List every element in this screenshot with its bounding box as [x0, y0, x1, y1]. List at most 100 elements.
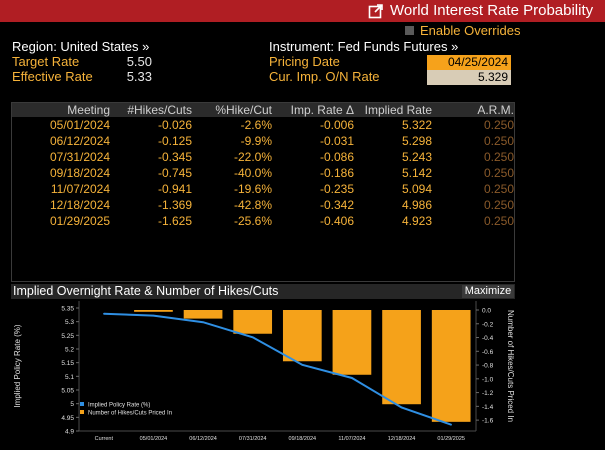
table-row[interactable]: 01/29/2025 -1.625 -25.6% -0.406 4.923 0.250: [12, 214, 514, 230]
cell-imp-rate-delta: -0.186: [319, 166, 354, 180]
cell-meeting: 09/18/2024: [50, 166, 111, 180]
bar-hikes-cuts: [134, 310, 173, 312]
table-row[interactable]: 05/01/2024 -0.026 -2.6% -0.006 5.322 0.250: [12, 118, 514, 134]
implied-rate-point: [103, 312, 105, 315]
column-header-meeting[interactable]: Meeting: [67, 103, 110, 117]
cell-meeting: 07/31/2024: [50, 150, 111, 164]
bar-hikes-cuts: [282, 310, 322, 362]
x-tick-label: 05/01/2024: [140, 436, 168, 442]
chart-legend: Implied Policy Rate (%) Number of Hikes/…: [80, 402, 172, 417]
cell-hikes-cuts: -1.369: [157, 198, 192, 212]
export-icon[interactable]: [368, 3, 384, 19]
maximize-button[interactable]: Maximize: [462, 285, 514, 298]
cell-implied-rate: 4.986: [401, 198, 432, 212]
x-tick-label: 12/18/2024: [388, 436, 416, 442]
legend-swatch-line: [80, 402, 84, 406]
y-tick-label: 5.15: [61, 360, 74, 367]
legend-entry-line: Implied Policy Rate (%): [88, 403, 150, 409]
implied-rate-line: [103, 312, 452, 426]
cell-implied-rate: 5.298: [401, 134, 432, 148]
y2-tick-label: -1.6: [482, 418, 494, 425]
cell-hikes-cuts: -0.026: [157, 118, 192, 132]
target-rate-value: 5.50: [126, 54, 152, 69]
column-header-implied-rate[interactable]: Implied Rate: [364, 103, 432, 117]
cell-imp-rate-delta: -0.086: [319, 150, 354, 164]
y-tick-label: 5.2: [65, 347, 74, 354]
y-tick-label: 5.3: [65, 319, 74, 326]
cell-meeting: 11/07/2024: [50, 182, 110, 196]
y-tick-label: 5.35: [61, 306, 74, 313]
table-row[interactable]: 11/07/2024 -0.941 -19.6% -0.235 5.094 0.250: [12, 182, 514, 198]
column-header-pct-hike-cut[interactable]: %Hike/Cut: [215, 103, 272, 117]
enable-overrides-checkbox[interactable]: [405, 26, 414, 35]
implied-rate-point: [351, 377, 353, 379]
cell-imp-rate-delta: -0.342: [319, 198, 354, 212]
cell-implied-rate: 5.142: [401, 166, 432, 180]
pricing-date-input[interactable]: 04/25/2024: [427, 55, 511, 70]
cell-hikes-cuts: -0.125: [157, 134, 192, 148]
cell-implied-rate: 5.322: [401, 118, 432, 132]
implied-rate-point: [202, 321, 204, 324]
bar-hikes-cuts: [431, 310, 471, 422]
bar-hikes-cuts: [332, 310, 372, 375]
y2-axis-label: Number of Hikes/Cuts Priced In: [506, 310, 515, 422]
x-tick-label: Current: [95, 436, 114, 442]
cell-arm: 0.250: [483, 166, 514, 180]
table-row[interactable]: 07/31/2024 -0.345 -22.0% -0.086 5.243 0.250: [12, 150, 514, 166]
cell-meeting: 12/18/2024: [50, 198, 111, 212]
rate-chart: 5.35 5.3 5.25 5.2 5.15 5.1 5.05 5 4.95 4.9 0.0 -0.…: [13, 301, 515, 442]
y2-tick-label: -0.2: [482, 321, 494, 328]
implied-rate-point: [400, 406, 403, 409]
x-tick-label: 07/31/2024: [239, 436, 267, 442]
column-header-arm[interactable]: A.R.M.: [477, 103, 514, 117]
x-tick-label: 11/07/2024: [338, 436, 365, 442]
cell-implied-rate: 5.094: [401, 182, 432, 196]
probability-table: Meeting #Hikes/Cuts %Hike/Cut Imp. Rate …: [11, 102, 515, 282]
effective-rate-value: 5.33: [126, 69, 152, 84]
column-header-hikes-cuts[interactable]: #Hikes/Cuts: [127, 103, 192, 117]
cell-pct-hike-cut: -42.8%: [233, 198, 272, 212]
y-axis-label: Implied Policy Rate (%): [13, 324, 22, 407]
instrument-selector[interactable]: Instrument: Fed Funds Futures »: [269, 39, 459, 54]
window-titlebar: World Interest Rate Probability: [0, 0, 605, 22]
cell-pct-hike-cut: -19.6%: [233, 182, 272, 196]
cell-hikes-cuts: -0.745: [157, 166, 192, 180]
table-row[interactable]: 09/18/2024 -0.745 -40.0% -0.186 5.142 0.250: [12, 166, 514, 182]
y-tick-label: 5.1: [65, 374, 74, 381]
bar-hikes-cuts: [183, 310, 223, 319]
x-tick-label: 06/12/2024: [189, 436, 217, 442]
window-title: World Interest Rate Probability: [390, 2, 594, 19]
y-tick-label: 5.05: [61, 388, 74, 395]
region-selector[interactable]: Region: United States »: [12, 39, 150, 54]
cell-hikes-cuts: -1.625: [157, 214, 192, 228]
cell-arm: 0.250: [483, 214, 514, 228]
table-row[interactable]: 06/12/2024 -0.125 -9.9% -0.031 5.298 0.250: [12, 134, 514, 150]
cell-meeting: 01/29/2025: [50, 214, 111, 228]
cell-hikes-cuts: -0.941: [157, 182, 192, 196]
enable-overrides-label[interactable]: Enable Overrides: [420, 23, 521, 38]
legend-entry-bar: Number of Hikes/Cuts Priced In: [88, 411, 172, 417]
y2-tick-label: 0.0: [482, 308, 491, 315]
cell-implied-rate: 4.923: [401, 214, 432, 228]
cell-pct-hike-cut: -40.0%: [233, 166, 272, 180]
cell-imp-rate-delta: -0.406: [319, 214, 354, 228]
chart-header: Implied Overnight Rate & Number of Hikes…: [11, 284, 515, 299]
column-header-imp-rate-delta[interactable]: Imp. Rate Δ: [290, 103, 354, 117]
cell-hikes-cuts: -0.345: [157, 150, 192, 164]
cur-imp-rate-field: 5.329: [427, 70, 511, 85]
y-tick-label: 5: [70, 401, 74, 408]
x-tick-label: 01/29/2025: [437, 436, 465, 442]
legend-swatch-bar: [80, 410, 84, 414]
table-row[interactable]: 12/18/2024 -1.369 -42.8% -0.342 4.986 0.250: [12, 198, 514, 214]
cell-pct-hike-cut: -25.6%: [233, 214, 272, 228]
target-rate-label: Target Rate: [12, 54, 80, 69]
bar-hikes-cuts: [382, 310, 421, 405]
cell-arm: 0.250: [483, 150, 514, 164]
cell-pct-hike-cut: -9.9%: [240, 134, 272, 148]
pricing-date-label: Pricing Date: [269, 54, 340, 69]
y2-tick-label: -0.4: [482, 335, 494, 342]
cell-arm: 0.250: [483, 198, 514, 212]
cell-imp-rate-delta: -0.235: [319, 182, 354, 196]
cur-imp-rate-label: Cur. Imp. O/N Rate: [269, 69, 380, 84]
y2-tick-label: -1.2: [482, 390, 494, 397]
